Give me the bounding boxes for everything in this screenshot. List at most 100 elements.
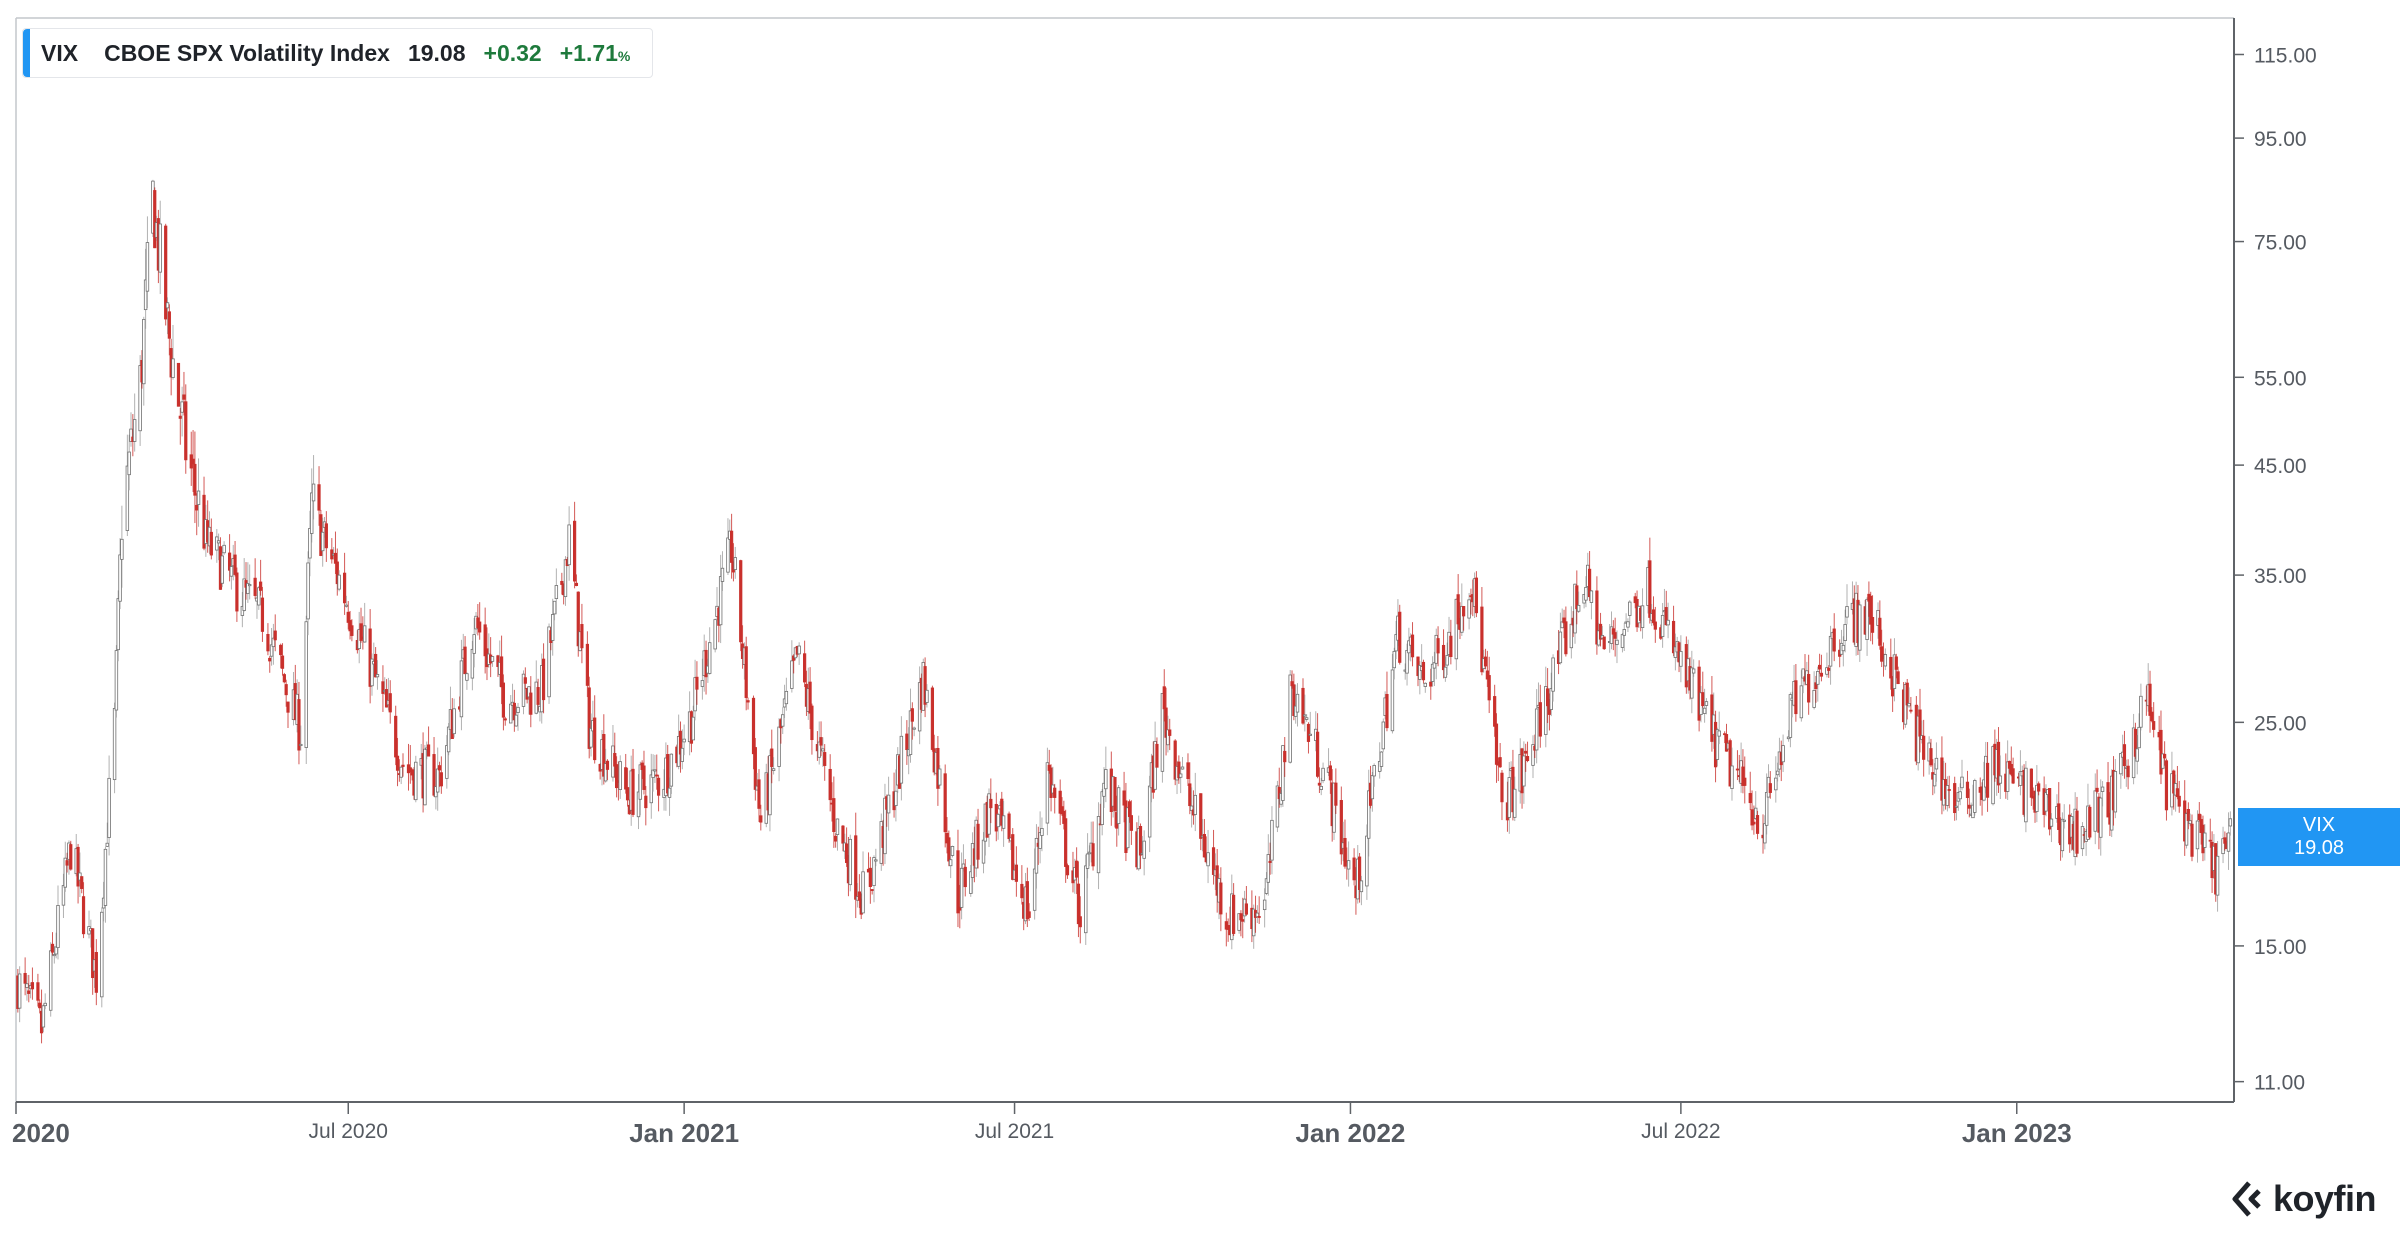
candle-body [284,684,288,696]
candle [344,595,349,608]
candle-body [854,835,858,900]
candle [229,558,234,590]
candle [1513,776,1517,822]
candle [107,755,111,856]
candle [1774,756,1778,803]
candle [1932,763,1937,794]
candle-body [759,815,763,823]
candle [1211,829,1216,885]
candle [602,714,606,785]
candle [2029,768,2033,806]
candle [1551,654,1555,702]
candle-body [938,768,942,786]
candle [781,707,785,735]
candle [317,466,321,526]
candle-body [1160,693,1165,772]
candle-body [2095,787,2099,792]
candle [439,756,443,794]
candle-body [1085,853,1090,869]
candle-body [1653,621,1657,630]
candle-body [631,768,635,815]
candle [1244,886,1248,916]
candle-body [1100,791,1104,825]
candle [182,371,186,416]
candle-body [1096,816,1101,874]
candle-body [65,860,69,866]
candle [1474,571,1479,618]
candle [969,864,973,897]
candle-body [1546,688,1550,707]
candle [1308,711,1312,736]
candle [943,764,947,848]
koyfin-logo[interactable]: koyfin [2227,1178,2377,1220]
y-tick-label: 45.00 [2254,455,2307,478]
candle-body [191,458,195,465]
candle [746,697,750,710]
candle-body [1053,787,1057,798]
candle [362,602,367,643]
candle [184,384,188,474]
candle [1858,601,1862,662]
candle [446,723,451,756]
candle-body [1947,789,1951,791]
candle [580,603,584,664]
candle [552,600,557,621]
candle [1078,896,1082,944]
candle-body [1430,663,1435,682]
candle-body [1998,775,2003,784]
candle-body [132,419,137,442]
candle-body [848,838,852,886]
candle [503,716,507,726]
candle-body [1640,605,1645,628]
candle [138,355,142,446]
candle [1303,694,1307,732]
x-axis: 2020 Jul 2020 Jan 2021 Jul 2021 Jan 2022 Jul … [12,1102,2072,1148]
candle [841,825,845,852]
candle-body [1290,681,1294,687]
candle [680,729,685,770]
candle [751,695,756,770]
candle [930,685,935,752]
candle-body [625,787,630,801]
candle-body [1752,821,1756,825]
candle [1845,584,1849,625]
candle-body [1953,783,1957,814]
candle [936,735,940,806]
candle [257,585,261,610]
candle [1905,678,1909,720]
candle [43,993,47,1010]
candle [246,562,250,603]
candle-body [2197,813,2201,820]
candle-body [1454,598,1459,660]
candle-body [1620,634,1625,648]
candle-body [1584,586,1588,601]
candle-body [899,735,904,784]
candle [463,636,467,675]
candle [41,1004,46,1033]
candle [112,702,117,794]
candle [797,642,801,665]
candle [1443,657,1448,682]
candle-body [2221,838,2225,855]
candle [1460,583,1464,636]
candle-body [797,645,801,655]
candle-body [2093,790,2097,832]
candle-body [872,857,876,887]
candle-body [1538,702,1542,737]
candle [2044,784,2048,817]
candle [1418,661,1422,695]
candle [1407,627,1411,661]
candle [691,705,695,741]
candle-body [930,687,935,750]
candle-body [335,561,339,585]
candle [1587,551,1592,602]
candle [167,304,171,356]
candle [1127,799,1132,823]
candle-body [1467,599,1471,619]
candle-body [1549,688,1553,710]
candle-body [1058,790,1062,814]
candle-body [1500,772,1504,803]
candle-body [1270,819,1274,861]
candle [127,434,131,491]
